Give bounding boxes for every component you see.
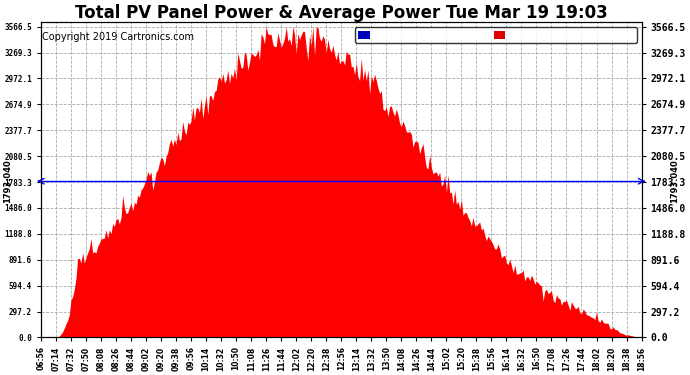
Text: 1793.040: 1793.040 xyxy=(3,159,12,203)
Text: 1793.040: 1793.040 xyxy=(670,159,679,203)
Title: Total PV Panel Power & Average Power Tue Mar 19 19:03: Total PV Panel Power & Average Power Tue… xyxy=(75,4,608,22)
Text: Copyright 2019 Cartronics.com: Copyright 2019 Cartronics.com xyxy=(42,32,194,42)
Legend: Average  (DC Watts), PV Panels  (DC Watts): Average (DC Watts), PV Panels (DC Watts) xyxy=(355,27,637,43)
